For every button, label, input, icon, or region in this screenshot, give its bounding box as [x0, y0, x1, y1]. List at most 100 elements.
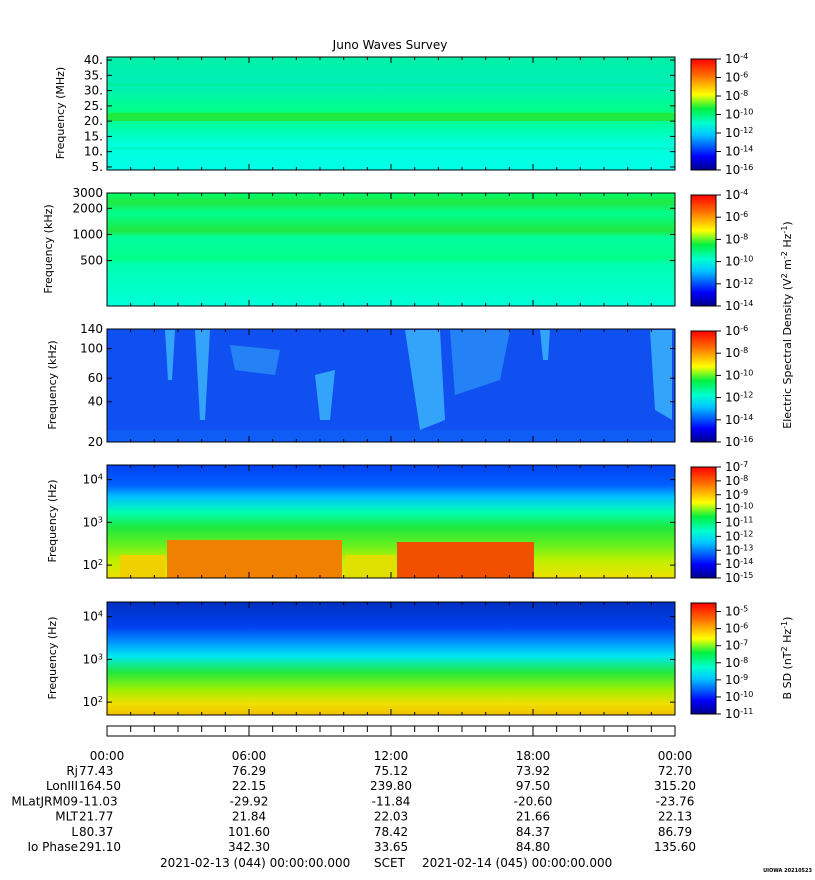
colorbar-5 [690, 602, 717, 715]
cbar-label-p3-5: 10-6 [725, 324, 748, 339]
ephemeris-value-1-0: 164.50 [79, 779, 121, 793]
ephemeris-value-1-3: 97.50 [516, 779, 550, 793]
cbar-label-p4-4: 10-11 [725, 515, 753, 530]
ytick-label-p2-1: 1000 [72, 227, 103, 241]
colorbar-3 [690, 330, 717, 443]
ephemeris-value-3-1: 21.84 [232, 810, 266, 824]
ephemeris-value-3-3: 21.66 [516, 810, 550, 824]
colorbar-title-magnetic: B SD (nT2 Hz-1) [780, 617, 795, 700]
ephemeris-value-5-2: 33.65 [374, 840, 408, 854]
cbar-label-p4-8: 10-7 [725, 460, 748, 475]
emission-band-33mhz [107, 83, 675, 86]
colorbar-1 [690, 58, 717, 171]
spectrogram-hz-magnetic [107, 602, 675, 715]
ephemeris-value-2-3: -20.60 [514, 794, 553, 808]
colorbars [690, 58, 717, 715]
cbar-label-p5-6: 10-5 [725, 604, 748, 619]
ephemeris-value-4-0: 80.37 [79, 825, 113, 839]
ephemeris-value-4-3: 84.37 [516, 825, 550, 839]
ephemeris-value-2-1: -29.92 [230, 794, 269, 808]
ephemeris-value-5-4: 135.60 [654, 840, 696, 854]
ephemeris-value-4-2: 78.42 [374, 825, 408, 839]
cbar-label-p4-6: 10-9 [725, 487, 748, 502]
cbar-label-p1-3: 10-10 [725, 107, 753, 122]
ephemeris-label-3: MLT [55, 810, 78, 824]
ytick-label-p1-4: 25. [84, 99, 103, 113]
ylabel-panel-4: Frequency (Hz) [46, 480, 59, 563]
ephemeris-label-4: L [71, 825, 78, 839]
ytick-label-p3-3: 100 [80, 342, 103, 356]
ephemeris-label-0: Rj [66, 764, 78, 778]
panel-3: Frequency (kHz) [46, 328, 676, 443]
ephemeris-value-1-2: 239.80 [370, 779, 412, 793]
ephemeris-value-3-4: 22.13 [658, 810, 692, 824]
ytick-label-p1-5: 30. [84, 84, 103, 98]
cbar-label-p1-6: 10-4 [725, 52, 748, 67]
ytick-label-p3-0: 20 [88, 435, 103, 449]
ytick-label-p3-2: 60 [88, 371, 103, 385]
cbar-label-p3-3: 10-10 [725, 368, 753, 383]
ytick-label-p1-6: 35. [84, 68, 103, 82]
ytick-label-p1-3: 20. [84, 114, 103, 128]
time-label-2: 12:00 [374, 749, 409, 763]
cbar-label-p4-0: 10-15 [725, 571, 753, 586]
dynamic-marks: 5.10.15.20.25.30.35.40.10-1610-1410-1210… [11, 52, 753, 855]
cbar-label-p2-4: 10-6 [725, 210, 748, 225]
credit-label: UIOWA 20210523 [763, 868, 812, 874]
spectrogram-khz-high [107, 193, 675, 306]
footer-scet: SCET [374, 856, 406, 870]
ephemeris-value-3-2: 22.03 [374, 810, 408, 824]
cbar-label-p2-5: 10-4 [725, 188, 748, 203]
cbar-label-p1-1: 10-14 [725, 144, 753, 159]
footer-start-time: 2021-02-13 (044) 00:00:00.000 [160, 856, 350, 870]
colorbar-2 [690, 194, 717, 307]
cbar-label-p3-1: 10-14 [725, 412, 753, 427]
cbar-label-p2-0: 10-14 [725, 299, 753, 314]
ytick-label-p5-1: 103 [83, 652, 103, 667]
ytick-label-p5-2: 104 [83, 609, 103, 624]
ephemeris-label-1: LonIII [46, 779, 78, 793]
footer-end-time: 2021-02-14 (045) 00:00:00.000 [422, 856, 612, 870]
ytick-label-p4-0: 102 [83, 558, 103, 573]
ephemeris-value-0-1: 76.29 [232, 764, 266, 778]
ephemeris-value-3-0: 21.77 [79, 810, 113, 824]
ephemeris-value-2-4: -23.76 [656, 794, 695, 808]
colorbar-4 [690, 466, 717, 579]
ytick-label-p2-2: 2000 [72, 201, 103, 215]
ephemeris-label-2: MLatJRM09 [11, 794, 78, 808]
time-label-3: 18:00 [516, 749, 551, 763]
spectrogram-khz-low [107, 329, 675, 442]
figure-title: Juno Waves Survey [332, 38, 448, 52]
cbar-label-p1-0: 10-16 [725, 163, 753, 178]
ytick-label-p1-1: 10. [84, 145, 103, 159]
ylabel-panel-5: Frequency (Hz) [46, 617, 59, 700]
colorbar-title-electric: Electric Spectral Density (V2 m-2 Hz-1) [780, 221, 795, 428]
panel-1: Frequency (MHz) [54, 56, 676, 171]
cbar-label-p5-1: 10-10 [725, 689, 753, 704]
panel-2: Frequency (kHz) [42, 192, 676, 307]
cbar-label-p4-2: 10-13 [725, 543, 753, 558]
ytick-label-p2-3: 3000 [72, 186, 103, 200]
cbar-label-p4-5: 10-10 [725, 501, 753, 516]
ytick-label-p1-2: 15. [84, 129, 103, 143]
cbar-label-p5-5: 10-6 [725, 621, 748, 636]
cbar-label-p4-1: 10-14 [725, 557, 753, 572]
ephemeris-value-5-1: 342.30 [228, 840, 270, 854]
cbar-label-p1-4: 10-8 [725, 89, 748, 104]
ephemeris-value-2-2: -11.84 [372, 794, 411, 808]
cbar-label-p4-3: 10-12 [725, 529, 753, 544]
ylabel-panel-3: Frequency (kHz) [46, 340, 59, 429]
emission-band-lowfreq-1 [167, 540, 342, 578]
time-label-4: 00:00 [658, 749, 693, 763]
cbar-label-p3-4: 10-8 [725, 346, 748, 361]
ephemeris-value-2-0: -11.03 [79, 794, 118, 808]
emission-bursts-low [165, 330, 672, 430]
ephemeris-value-5-0: 291.10 [79, 840, 121, 854]
ytick-label-p3-4: 140 [80, 322, 103, 336]
ytick-label-p5-0: 102 [83, 695, 103, 710]
cbar-label-p5-4: 10-7 [725, 638, 748, 653]
emission-band-lowfreq-2 [397, 542, 534, 578]
panel-4: Frequency (Hz) [46, 464, 676, 579]
ephemeris-value-0-0: 77.43 [79, 764, 113, 778]
